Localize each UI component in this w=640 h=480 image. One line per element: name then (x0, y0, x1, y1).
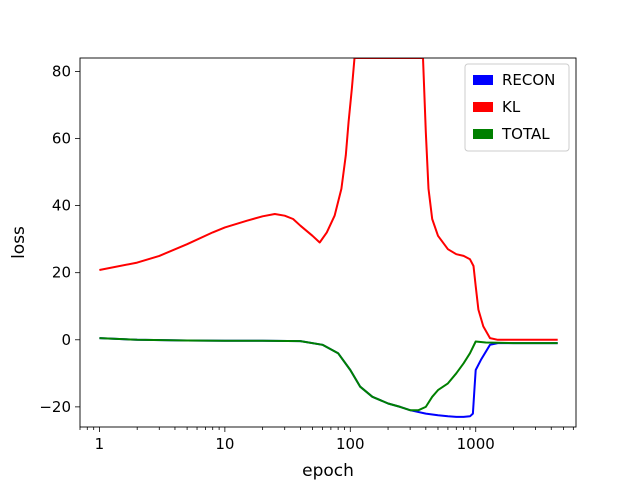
x-tick-label: 10 (215, 435, 234, 453)
legend: RECON KL TOTAL (464, 63, 570, 152)
y-tick-label: 0 (61, 331, 71, 349)
x-axis-label: epoch (302, 461, 354, 480)
series-layer (99, 58, 558, 418)
legend-swatch-recon (473, 75, 493, 85)
series-line-total (99, 337, 558, 412)
y-tick-label: 80 (52, 62, 71, 80)
legend-label-kl: KL (502, 98, 521, 116)
legend-swatch-kl (473, 102, 493, 112)
x-axis: 1 10 100 1000 (79, 427, 574, 453)
y-axis-label: loss (9, 226, 29, 259)
series-line-kl (99, 58, 558, 341)
plot-frame (79, 57, 577, 428)
y-tick-label: 20 (52, 264, 71, 282)
legend-label-total: TOTAL (501, 125, 550, 143)
legend-swatch-total (473, 129, 493, 139)
x-tick-label: 100 (336, 435, 365, 453)
y-tick-label: 40 (52, 197, 71, 215)
x-tick-label: 1 (95, 435, 105, 453)
y-tick-label: −20 (39, 398, 71, 416)
series-line-recon (99, 337, 558, 418)
y-axis: −20 0 20 40 60 80 (39, 62, 80, 416)
x-tick-label: 1000 (457, 435, 495, 453)
y-tick-label: 60 (52, 130, 71, 148)
legend-label-recon: RECON (502, 71, 555, 89)
